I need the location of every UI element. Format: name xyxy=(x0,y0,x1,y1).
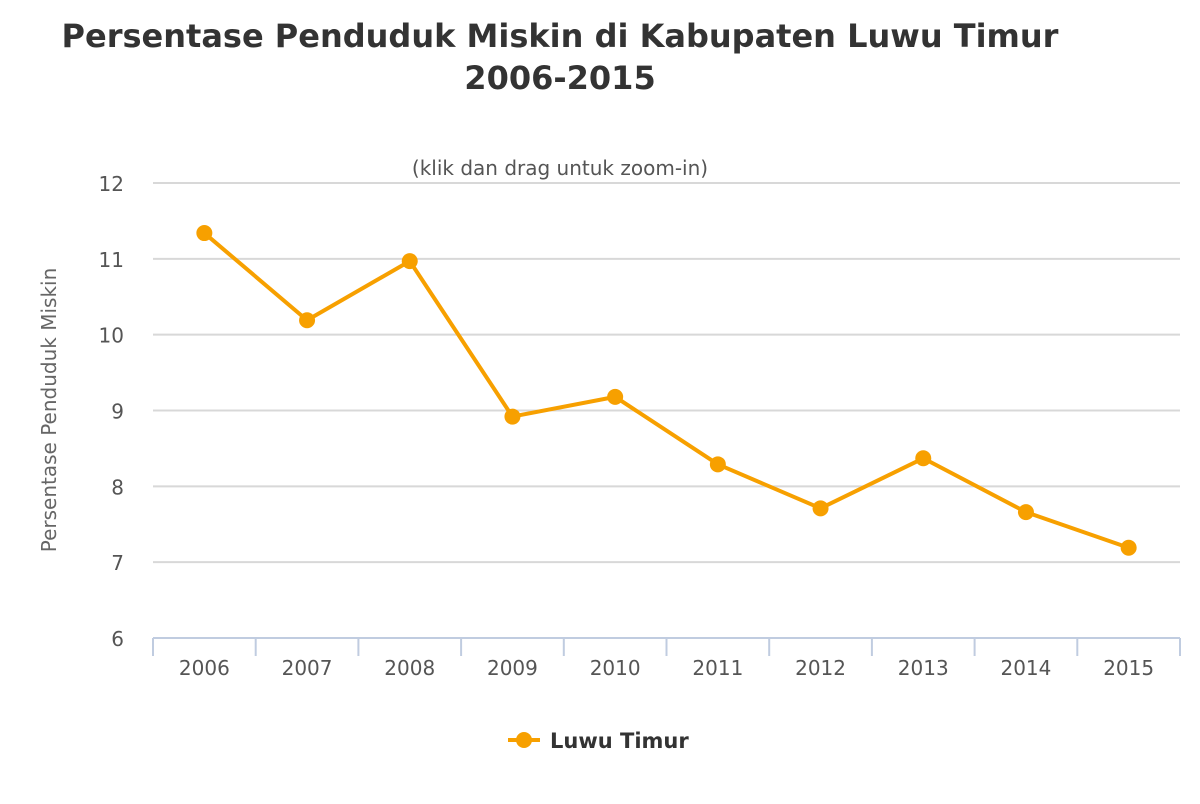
y-tick-label: 8 xyxy=(111,475,124,499)
x-tick-label: 2010 xyxy=(590,656,641,680)
legend-label[interactable]: Luwu Timur xyxy=(550,729,689,753)
x-tick-label: 2006 xyxy=(179,656,230,680)
x-tick-label: 2009 xyxy=(487,656,538,680)
x-tick-label: 2013 xyxy=(898,656,949,680)
legend[interactable]: Luwu Timur xyxy=(508,729,689,753)
data-point-2012[interactable] xyxy=(812,500,829,517)
chart-subtitle: (klik dan drag untuk zoom-in) xyxy=(412,156,708,180)
data-point-2011[interactable] xyxy=(709,456,726,473)
y-tick-label: 9 xyxy=(111,400,124,424)
data-point-2008[interactable] xyxy=(401,253,418,270)
data-point-2015[interactable] xyxy=(1120,539,1137,556)
legend-marker-icon xyxy=(516,732,532,748)
y-tick-label: 11 xyxy=(99,248,124,272)
data-point-2009[interactable] xyxy=(504,408,521,425)
chart-title-line-2: 2006-2015 xyxy=(464,59,655,97)
data-point-2013[interactable] xyxy=(915,450,932,467)
y-tick-label: 12 xyxy=(99,172,124,196)
x-tick-label: 2008 xyxy=(384,656,435,680)
x-tick-label: 2007 xyxy=(282,656,333,680)
series-line xyxy=(203,231,1130,550)
data-point-2007[interactable] xyxy=(299,312,316,329)
y-axis-label: Persentase Penduduk Miskin xyxy=(37,268,61,553)
chart-title-line-1: Persentase Penduduk Miskin di Kabupaten … xyxy=(62,17,1059,55)
x-tick-label: 2012 xyxy=(795,656,846,680)
x-tick-label: 2011 xyxy=(692,656,743,680)
data-point-2014[interactable] xyxy=(1017,504,1034,521)
x-tick-label: 2015 xyxy=(1103,656,1154,680)
y-tick-label: 6 xyxy=(111,627,124,651)
y-tick-label: 10 xyxy=(99,324,124,348)
y-tick-label: 7 xyxy=(111,551,124,575)
data-point-2010[interactable] xyxy=(607,388,624,405)
data-point-2006[interactable] xyxy=(196,225,213,242)
x-tick-label: 2014 xyxy=(1000,656,1051,680)
